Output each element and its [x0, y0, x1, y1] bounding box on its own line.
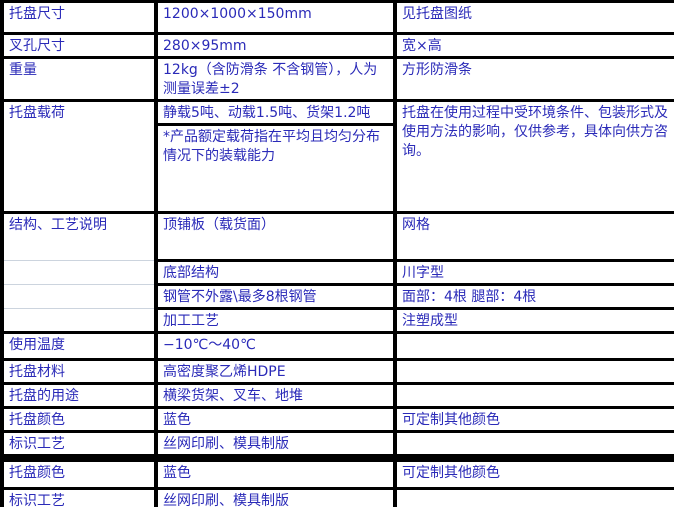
load-label: 托盘载荷 — [0, 99, 158, 214]
structure-label-spacer — [0, 284, 158, 309]
table-row: 标识工艺 丝网印刷、模具制版 — [0, 430, 674, 460]
marking-process-2-note — [393, 486, 674, 507]
pallet-color-2-label: 托盘颜色 — [0, 454, 158, 490]
table-row: 底部结构 川字型 — [0, 259, 674, 286]
temperature-label: 使用温度 — [0, 331, 158, 361]
structure-label-spacer — [0, 260, 158, 285]
structure-sub-1-value: 底部结构 — [154, 259, 397, 286]
pallet-color-label: 托盘颜色 — [0, 406, 158, 433]
temperature-value: −10℃～40℃ — [154, 331, 397, 361]
table-row: 叉孔尺寸 280×95mm 宽×高 — [0, 32, 674, 59]
structure-sub-3-value: 加工工艺 — [154, 307, 397, 334]
table-row: 结构、工艺说明 顶铺板（载货面） 网格 — [0, 211, 674, 262]
material-label: 托盘材料 — [0, 358, 158, 385]
fork-hole-note: 宽×高 — [393, 32, 674, 59]
structure-sub-1-note: 川字型 — [393, 259, 674, 286]
pallet-color-note: 可定制其他颜色 — [393, 406, 674, 433]
structure-sub-2-value: 钢管不外露\最多8根钢管 — [154, 283, 397, 310]
table-row: 使用温度 −10℃～40℃ — [0, 331, 674, 361]
structure-label-spacer — [0, 308, 158, 334]
load-value-main: 静载5吨、动载1.5吨、货架1.2吨 — [154, 99, 397, 126]
weight-note: 方形防滑条 — [393, 56, 674, 102]
structure-label: 结构、工艺说明 — [0, 211, 158, 261]
structure-sub-2-note: 面部：4根 腿部：4根 — [393, 283, 674, 310]
marking-process-label: 标识工艺 — [0, 430, 158, 460]
marking-process-value: 丝网印刷、模具制版 — [154, 430, 397, 460]
marking-process-2-label: 标识工艺 — [0, 486, 158, 507]
table-row: *产品额定载荷指在平均且均匀分布情况下的装载能力 — [2, 123, 674, 214]
pallet-color-2-value: 蓝色 — [154, 454, 397, 490]
pallet-size-note: 见托盘图纸 — [393, 0, 674, 35]
pallet-size-value: 1200×1000×150mm — [154, 0, 397, 35]
table-row: 重量 12kg（含防滑条 不含钢管），人为测量误差±2 方形防滑条 — [0, 56, 674, 102]
fork-hole-value: 280×95mm — [154, 32, 397, 59]
load-value-remark: *产品额定载荷指在平均且均匀分布情况下的装载能力 — [154, 123, 397, 214]
pallet-color-2-note: 可定制其他颜色 — [393, 454, 674, 490]
weight-label: 重量 — [0, 56, 158, 102]
pallet-color-value: 蓝色 — [154, 406, 397, 433]
temperature-note — [393, 331, 674, 361]
weight-value: 12kg（含防滑条 不含钢管），人为测量误差±2 — [154, 56, 397, 102]
table-row: 钢管不外露\最多8根钢管 面部：4根 腿部：4根 — [0, 283, 674, 310]
usage-value: 横梁货架、叉车、地堆 — [154, 382, 397, 409]
fork-hole-label: 叉孔尺寸 — [0, 32, 158, 59]
usage-note — [393, 382, 674, 409]
table-row: 标识工艺 丝网印刷、模具制版 — [0, 486, 674, 507]
table-row: 托盘载荷 静载5吨、动载1.5吨、货架1.2吨 托盘在使用过程中受环境条件、包装… — [0, 99, 674, 214]
usage-label: 托盘的用途 — [0, 382, 158, 409]
marking-process-2-value: 丝网印刷、模具制版 — [154, 486, 397, 507]
material-note — [393, 358, 674, 385]
marking-process-note — [393, 430, 674, 460]
table-row: 托盘的用途 横梁货架、叉车、地堆 — [0, 382, 674, 409]
table-row: 托盘颜色 蓝色 可定制其他颜色 — [0, 454, 674, 490]
table-row: 托盘颜色 蓝色 可定制其他颜色 — [0, 406, 674, 433]
structure-sub-0-note: 网格 — [393, 211, 674, 262]
table-row: 托盘材料 高密度聚乙烯HDPE — [0, 358, 674, 385]
load-note: 托盘在使用过程中受环境条件、包装形式及使用方法的影响，仅供参考，具体向供方咨询。 — [393, 99, 674, 214]
material-value: 高密度聚乙烯HDPE — [154, 358, 397, 385]
structure-sub-0-value: 顶铺板（载货面） — [154, 211, 397, 262]
table-row: 托盘尺寸 1200×1000×150mm 见托盘图纸 — [0, 0, 674, 35]
pallet-size-label: 托盘尺寸 — [0, 0, 158, 35]
structure-sub-3-note: 注塑成型 — [393, 307, 674, 334]
table-row: 加工工艺 注塑成型 — [0, 307, 674, 334]
